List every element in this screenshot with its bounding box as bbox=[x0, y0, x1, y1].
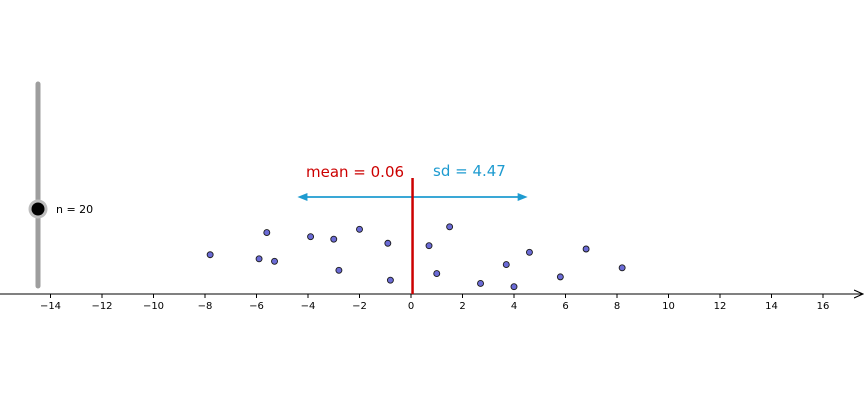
data-point bbox=[446, 223, 454, 231]
data-point bbox=[618, 264, 626, 272]
x-tick-label: −2 bbox=[352, 301, 367, 312]
data-point bbox=[255, 255, 263, 263]
data-point bbox=[425, 242, 433, 250]
data-point bbox=[356, 225, 363, 233]
x-tick-label: −6 bbox=[249, 301, 264, 312]
x-tick-label: 4 bbox=[511, 301, 517, 312]
mean-label: mean = 0.06 bbox=[306, 163, 404, 181]
x-tick-label: −8 bbox=[198, 301, 213, 312]
x-tick-label: 0 bbox=[408, 301, 414, 312]
data-point bbox=[386, 276, 394, 284]
n-slider[interactable]: n = 20 bbox=[28, 81, 94, 289]
data-point bbox=[582, 245, 590, 253]
data-point bbox=[433, 270, 441, 278]
data-point bbox=[263, 229, 271, 237]
x-tick-label: 2 bbox=[459, 301, 465, 312]
data-point bbox=[384, 239, 392, 247]
x-tick-label: 16 bbox=[817, 301, 830, 312]
x-tick-label: −14 bbox=[40, 301, 61, 312]
data-points bbox=[206, 223, 626, 291]
mean-indicator: mean = 0.06 bbox=[306, 163, 414, 294]
sd-arrow-left-head bbox=[297, 193, 308, 201]
data-point bbox=[271, 257, 278, 265]
data-point bbox=[502, 261, 510, 269]
x-tick-label: 14 bbox=[765, 301, 778, 312]
x-tick-label: 12 bbox=[714, 301, 727, 312]
data-point bbox=[330, 235, 338, 243]
sd-arrow-right-head bbox=[517, 193, 528, 201]
data-point bbox=[335, 266, 343, 274]
data-point bbox=[526, 248, 533, 256]
data-point bbox=[510, 283, 518, 291]
x-axis-ticks: −14 −12 −10 −8 −6 −4 −2 0 2 4 6 8 10 12 14 16 bbox=[40, 294, 829, 312]
data-point bbox=[206, 251, 214, 259]
x-tick-label: 10 bbox=[662, 301, 675, 312]
data-point bbox=[307, 233, 315, 241]
x-tick-label: −12 bbox=[91, 301, 112, 312]
x-tick-label: −10 bbox=[143, 301, 164, 312]
data-point bbox=[477, 279, 484, 287]
data-point bbox=[556, 273, 564, 281]
slider-knob[interactable] bbox=[31, 202, 45, 216]
sample-size-label: n = 20 bbox=[56, 203, 93, 216]
x-tick-label: −4 bbox=[301, 301, 316, 312]
x-tick-label: 8 bbox=[614, 301, 620, 312]
sd-label: sd = 4.47 bbox=[433, 162, 506, 180]
x-tick-label: 6 bbox=[562, 301, 568, 312]
